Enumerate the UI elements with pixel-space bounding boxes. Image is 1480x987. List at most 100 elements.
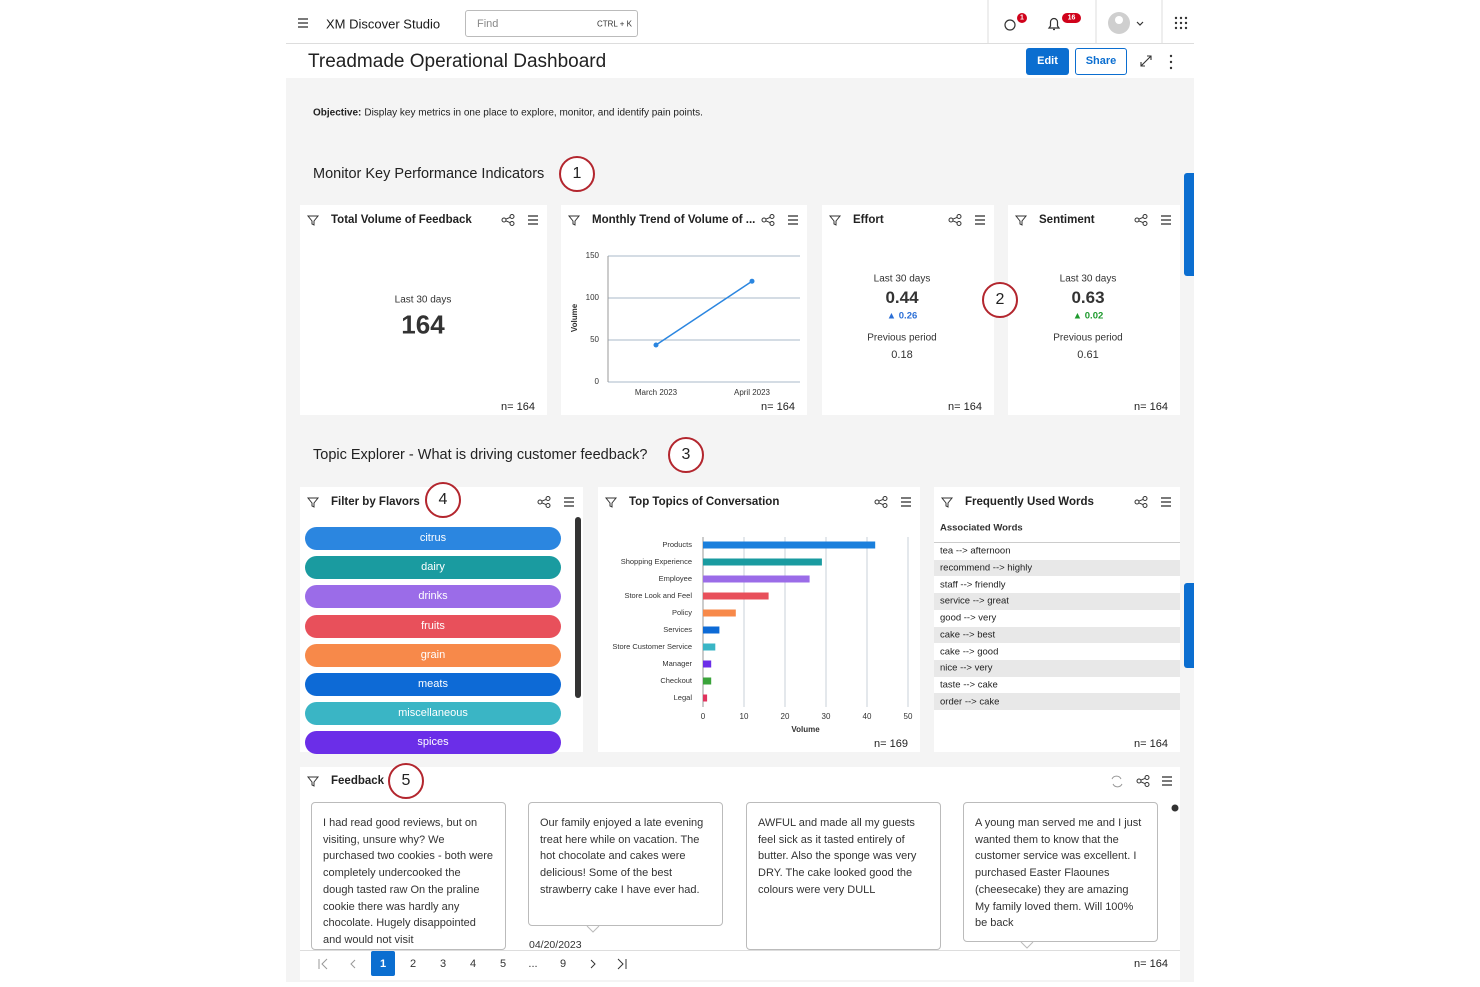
objective-text: Display key metrics in one place to expl… [364, 107, 703, 119]
alert-count: 1 [1020, 14, 1024, 22]
feedback-card: I had read good reviews, but on visiting… [311, 802, 506, 950]
flavor-filter[interactable]: dairy [305, 556, 561, 580]
feedback-date: 04/20/2023 [529, 939, 582, 951]
widget-title: Effort [853, 214, 884, 226]
objective-label: Objective: [313, 107, 362, 119]
widget-title: Frequently Used Words [965, 496, 1094, 508]
widget-count: n= 164 [948, 401, 982, 413]
page-number[interactable]: 1 [379, 958, 387, 970]
widget [598, 487, 920, 752]
search-placeholder: Find [477, 18, 499, 30]
scrollbar [575, 517, 581, 698]
words-header: Associated Words [940, 522, 1023, 534]
widget [822, 205, 994, 415]
search-box[interactable] [465, 10, 638, 37]
feedback-card: Our family enjoyed a late evening treat … [528, 802, 723, 926]
dashboard-title: Treadmade Operational Dashboard [308, 51, 607, 72]
previous-value: 0.18 [891, 349, 913, 361]
previous-label: Previous period [867, 332, 937, 344]
page-number[interactable]: 5 [499, 958, 507, 970]
page-number[interactable]: 9 [559, 958, 567, 970]
previous-label: Previous period [1053, 332, 1123, 344]
word-pair: nice --> very [940, 662, 993, 674]
widget-count: n= 164 [501, 401, 535, 413]
kpi-value: 164 [401, 309, 445, 340]
widget-count: n= 164 [1134, 738, 1168, 750]
word-row [934, 593, 1180, 610]
flavor-filter[interactable]: miscellaneous [305, 702, 561, 726]
word-row [934, 576, 1180, 594]
previous-value: 0.61 [1077, 349, 1099, 361]
top-bar [286, 0, 1194, 44]
page-number[interactable]: 4 [469, 958, 477, 970]
flavor-filter[interactable]: meats [305, 673, 561, 696]
annotation-number: 3 [681, 446, 691, 463]
word-row [934, 609, 1180, 627]
flavor-filter[interactable]: drinks [305, 585, 561, 609]
search-shortcut: CTRL + K [596, 19, 632, 29]
word-pair: order --> cake [940, 696, 1000, 708]
share-button[interactable]: Share [1075, 48, 1127, 75]
word-row [934, 626, 1180, 644]
widget [300, 205, 547, 415]
kebab-dot [1169, 54, 1173, 58]
active-page [371, 951, 395, 976]
section-heading: Monitor Key Performance Indicators [313, 166, 545, 182]
side-tab [1184, 173, 1194, 276]
word-row [934, 676, 1180, 694]
flavor-filter[interactable]: citrus [305, 527, 561, 550]
kpi-period: Last 30 days [873, 273, 931, 285]
kebab-dot [1169, 66, 1173, 70]
widget-title: Total Volume of Feedback [331, 214, 472, 226]
app-name: XM Discover Studio [326, 16, 441, 32]
word-pair: good --> very [940, 612, 997, 624]
annotation-number: 4 [438, 491, 448, 508]
widget-title: Filter by Flavors [331, 496, 420, 508]
edit-button[interactable]: Edit [1026, 48, 1069, 75]
kpi-period: Last 30 days [394, 294, 452, 306]
kpi-value: 0.63 [1071, 288, 1105, 307]
pagination-bar [300, 950, 1180, 978]
kpi-change: ▲ 0.26 [886, 310, 918, 322]
word-pair: cake --> good [940, 646, 999, 657]
kpi-change: ▲ 0.02 [1072, 310, 1104, 322]
kpi-value: 0.44 [885, 288, 919, 307]
widget-count: n= 164 [1134, 958, 1168, 970]
page-number[interactable]: 3 [439, 958, 447, 970]
word-pair: recommend --> highly [940, 562, 1033, 574]
section-heading: Topic Explorer - What is driving custome… [313, 447, 648, 463]
notification-count: 16 [1067, 14, 1076, 22]
widget-count: n= 164 [761, 401, 795, 413]
widget [1008, 205, 1180, 415]
widget-count: n= 169 [874, 738, 908, 750]
widget-title: Monthly Trend of Volume of ... [592, 214, 756, 226]
widget-title: Feedback [331, 775, 385, 787]
word-row [934, 559, 1180, 577]
page-number[interactable]: ... [528, 958, 538, 970]
word-pair: tea --> afternoon [940, 545, 1011, 557]
word-row [934, 659, 1180, 677]
annotation-number: 5 [401, 772, 411, 789]
flavor-filter[interactable]: grain [305, 643, 561, 667]
annotation-number: 1 [572, 165, 582, 182]
kebab-dot [1169, 60, 1173, 64]
page-number[interactable]: 2 [409, 958, 417, 970]
objective: Objective: Display key metrics in one pla… [313, 108, 703, 119]
word-row [934, 693, 1180, 710]
annotation-number: 2 [995, 291, 1005, 308]
kpi-period: Last 30 days [1059, 273, 1117, 285]
flavor-filter[interactable]: spices [305, 731, 561, 755]
widget-title: Top Topics of Conversation [629, 496, 780, 508]
word-row [934, 543, 1180, 560]
feedback-card: AWFUL and made all my guests feel sick a… [746, 802, 941, 950]
word-pair: service --> great [940, 595, 1009, 607]
word-pair: taste --> cake [940, 679, 998, 691]
feedback-card: A young man served me and I just wanted … [963, 802, 1158, 942]
flavor-filter[interactable]: fruits [305, 614, 561, 638]
word-pair: staff --> friendly [940, 579, 1006, 591]
widget [561, 205, 807, 415]
word-pair: cake --> best [940, 629, 996, 641]
widget-title: Sentiment [1039, 214, 1095, 226]
expand-icon [1140, 55, 1152, 67]
